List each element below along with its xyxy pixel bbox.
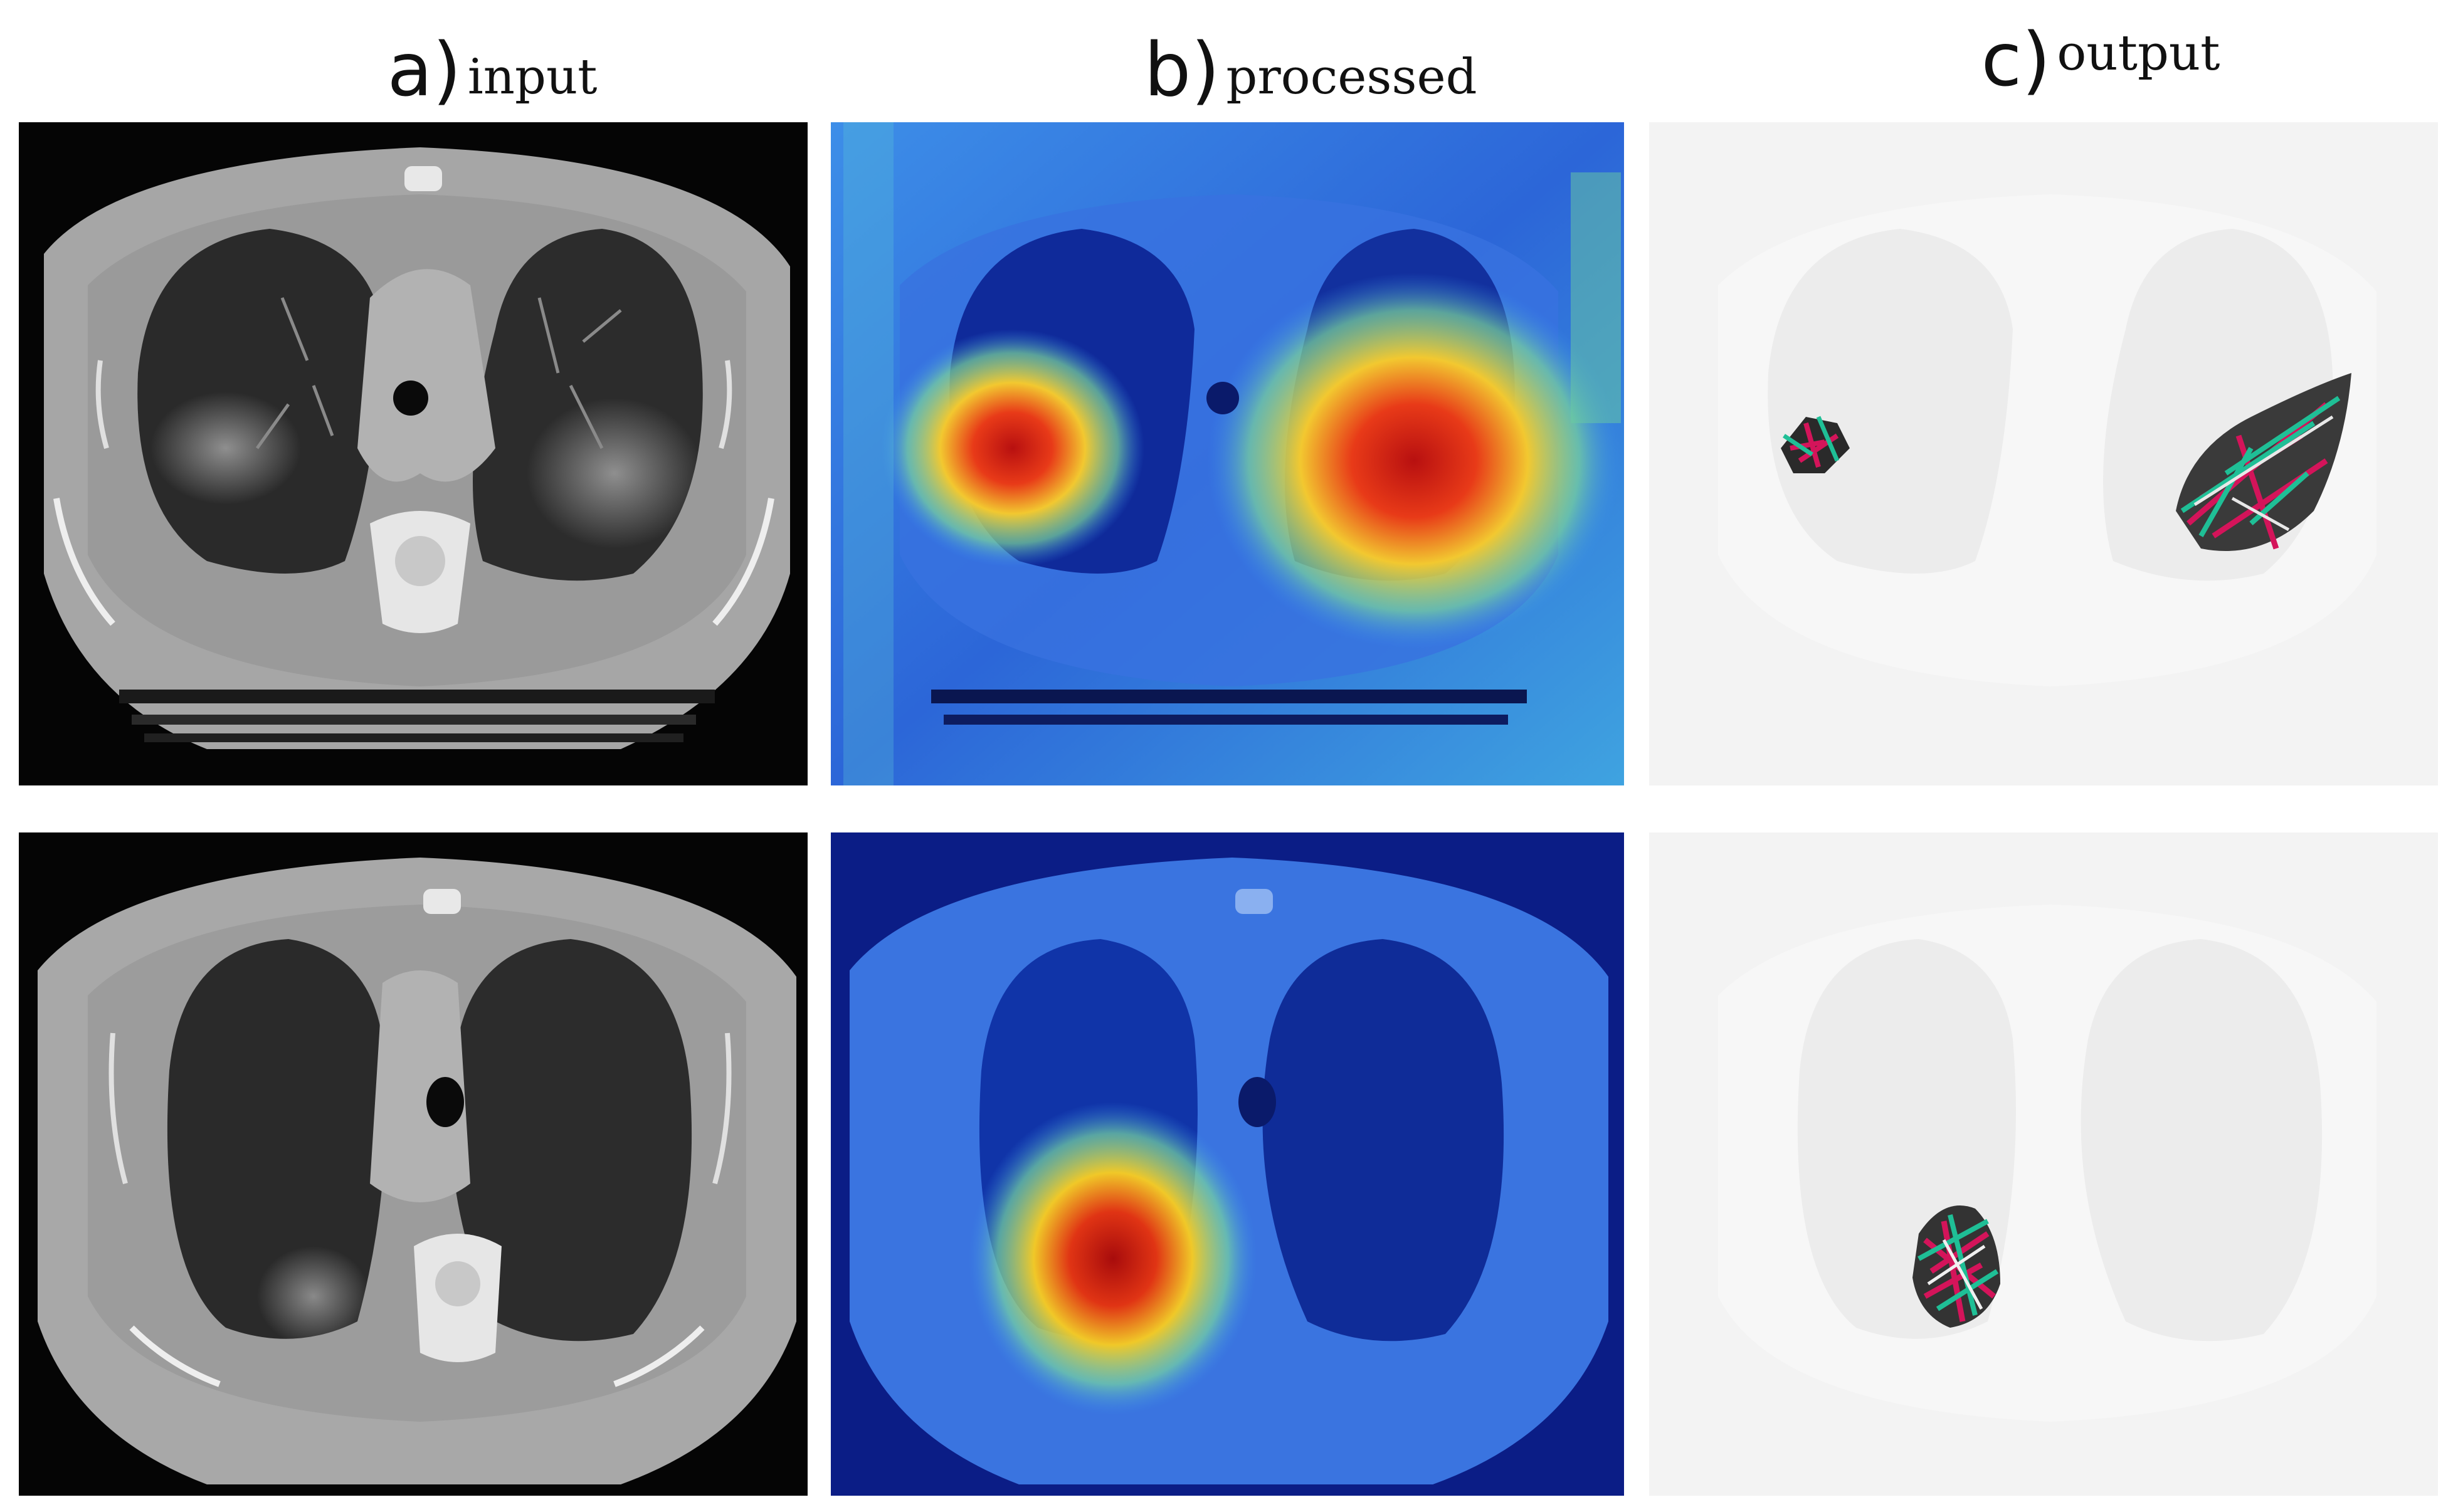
column-letter: c) bbox=[1981, 16, 2051, 103]
ct-scan-input-top bbox=[19, 122, 808, 785]
ct-scan-input-bottom bbox=[19, 832, 808, 1496]
column-title: processed bbox=[1226, 49, 1477, 105]
heatmap-processed-top bbox=[831, 122, 1624, 785]
heatmap-image bbox=[831, 122, 1624, 785]
column-title: input bbox=[467, 49, 598, 105]
lesion-small bbox=[1781, 416, 1850, 473]
lesion-large bbox=[2176, 373, 2351, 551]
ct-scan-image bbox=[44, 147, 790, 749]
heatmap-processed-bottom bbox=[831, 832, 1624, 1496]
segmentation-image bbox=[1718, 905, 2376, 1422]
heatmap-image bbox=[831, 832, 1624, 1496]
segmentation-output-top bbox=[1649, 122, 2438, 785]
column-letter: b) bbox=[1144, 26, 1220, 113]
ct-scan-image bbox=[38, 858, 796, 1484]
column-title: output bbox=[2057, 25, 2220, 81]
column-header-input: a) input bbox=[351, 13, 633, 107]
lesion bbox=[1912, 1205, 2000, 1328]
segmentation-output-bottom bbox=[1649, 832, 2438, 1496]
column-letter: a) bbox=[387, 26, 462, 113]
column-header-output: c) output bbox=[1944, 3, 2257, 97]
column-header-processed: b) processed bbox=[1091, 13, 1530, 107]
segmentation-image bbox=[1718, 194, 2376, 686]
